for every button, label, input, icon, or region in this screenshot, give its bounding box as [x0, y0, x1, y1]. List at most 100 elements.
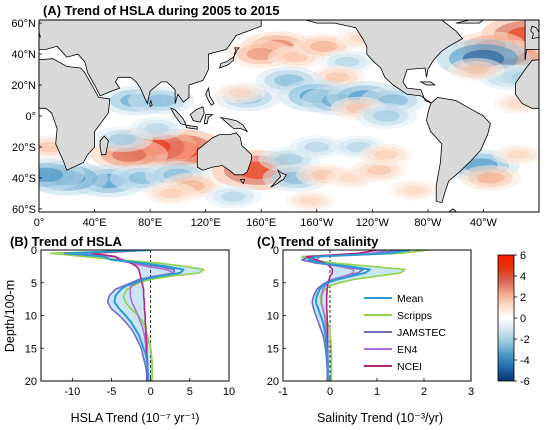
trend-blob: [335, 56, 360, 67]
landmass-uk: [530, 25, 539, 40]
map-landmasses: [39, 20, 539, 212]
y-tick-label: 5: [273, 278, 279, 290]
trend-blob: [372, 110, 400, 122]
map-x-tick-label: 40°E: [83, 217, 107, 229]
trend-blob: [325, 72, 350, 83]
map-y-tick-label: 40°N: [11, 49, 36, 61]
colorbar-tick-label: 6: [520, 250, 526, 262]
trend-blob: [304, 141, 330, 153]
colorbar-bar: [497, 254, 515, 382]
trend-blob: [476, 172, 504, 184]
series-line-jamstec: [63, 250, 175, 381]
landmass-antarctic-peninsula: [448, 208, 458, 212]
trend-blob: [374, 149, 399, 160]
colorbar-ticks: 6 4 2 0 -2 -4 -6: [514, 250, 530, 388]
trend-blob: [275, 153, 303, 165]
trend-blob: [464, 64, 489, 75]
map-x-tick-label: 120°W: [356, 217, 390, 229]
x-tick-label: 0: [327, 386, 333, 398]
salinity-profile-panel: -1 0 1 2 3 0 5 10 15 20 (C) Trend of salinity Sal…: [257, 234, 474, 425]
y-tick-label: 20: [25, 376, 37, 388]
x-tick-label: -5: [107, 386, 117, 398]
series-line-mean: [67, 250, 185, 381]
hsla-profile-ticks: -10 -5 0 5 10 0 5 10 15 20: [25, 245, 235, 398]
x-tick-label: 5: [187, 386, 193, 398]
map-title: (A) Trend of HSLA during 2005 to 2015: [43, 3, 279, 18]
colorbar: 6 4 2 0 -2 -4 -6: [497, 250, 530, 388]
landmass-sulawesi: [203, 114, 214, 125]
series-line-scripps: [49, 250, 205, 381]
landmass-new-guinea: [219, 116, 249, 133]
trend-blob: [366, 165, 392, 176]
x-tick-label: -1: [278, 386, 288, 398]
landmass-philippines: [205, 86, 215, 106]
landmass-north-america: [305, 20, 464, 104]
map-y-tick-label: 20°N: [11, 80, 36, 92]
spread-band: [50, 250, 204, 381]
map-x-tick-label: 0°: [34, 217, 45, 229]
trend-blob: [507, 150, 530, 160]
map-x-tick-label: 80°E: [138, 217, 162, 229]
colorbar-tick-label: -4: [520, 355, 530, 367]
trend-blob: [310, 40, 338, 52]
map-x-tick-label: 160°E: [246, 217, 276, 229]
map-y-tick-label: 60°N: [11, 18, 36, 30]
landmass-tasmania: [239, 179, 246, 185]
landmass-sri-lanka: [149, 99, 153, 108]
landmass-madagascar: [99, 135, 109, 156]
series-line-mean: [307, 250, 411, 381]
y-tick-label: 10: [267, 311, 279, 323]
spread-band: [301, 250, 429, 381]
trend-blob: [221, 191, 246, 202]
colorbar-tick-label: -6: [520, 376, 530, 388]
map-y-tick-label: 40°S: [12, 173, 36, 185]
trend-blob: [144, 123, 170, 134]
salinity-profile-lines: [300, 250, 429, 381]
legend-label-scripps: Scripps: [397, 310, 432, 322]
legend-box: [361, 291, 463, 377]
hsla-profile-xlabel: HSLA Trend (10⁻⁷ yr⁻¹): [71, 411, 200, 425]
landmass-cuba: [419, 81, 436, 86]
map-x-tick-label: 160°W: [300, 217, 334, 229]
y-tick-label: 10: [25, 311, 37, 323]
map-x-tick-label: 120°E: [191, 217, 221, 229]
landmass-south-america: [426, 96, 491, 204]
x-tick-label: 2: [421, 386, 427, 398]
series-line-scripps: [300, 250, 429, 381]
colorbar-tick-label: -2: [520, 334, 530, 346]
trend-blob: [39, 167, 64, 183]
y-tick-label: 15: [25, 343, 37, 355]
landmass-japan: [219, 47, 240, 69]
landmass-africa: [515, 59, 539, 109]
y-tick-label: 0: [31, 245, 37, 257]
y-tick-label: 20: [267, 376, 279, 388]
y-tick-label: 15: [267, 343, 279, 355]
landmass-borneo: [189, 106, 205, 123]
map-axis-ticks: 0° 40°E 80°E 120°E 160°E 160°W 120°W 80°W 40°W 60…: [11, 18, 497, 229]
hsla-map-panel: 0° 40°E 80°E 120°E 160°E 160°W 120°W 80°W 40°W 60…: [11, 3, 540, 229]
series-line-ncei: [91, 250, 151, 381]
salinity-profile-ticks: -1 0 1 2 3 0 5 10 15 20: [267, 245, 474, 398]
trend-blob: [229, 88, 252, 98]
salinity-profile-title: (C) Trend of salinity: [257, 234, 379, 249]
hsla-profile-panel: -10 -5 0 5 10 0 5 10 15 20 (B) Trend of HSLA HSLA…: [3, 234, 235, 425]
landmass-australia: [196, 132, 252, 176]
legend-label-en4: EN4: [397, 344, 418, 356]
x-tick-label: 0: [148, 386, 154, 398]
legend: Mean Scripps JAMSTEC EN4 NCEI: [361, 291, 463, 377]
hsla-profile-lines: [49, 250, 205, 381]
x-tick-label: -10: [64, 386, 80, 398]
x-tick-label: 3: [468, 386, 474, 398]
trend-blob: [159, 188, 183, 199]
legend-label-jamstec: JAMSTEC: [397, 327, 446, 339]
landmass-eurasia: [39, 20, 262, 105]
legend-label-mean: Mean: [397, 293, 423, 305]
trend-blob: [146, 94, 176, 107]
y-tick-label: 5: [31, 278, 37, 290]
trend-blob: [402, 185, 426, 195]
map-x-tick-label: 80°W: [414, 217, 442, 229]
trend-blob: [108, 133, 136, 145]
landmass-new-zealand: [270, 168, 287, 188]
landmass-greenland: [455, 20, 485, 24]
